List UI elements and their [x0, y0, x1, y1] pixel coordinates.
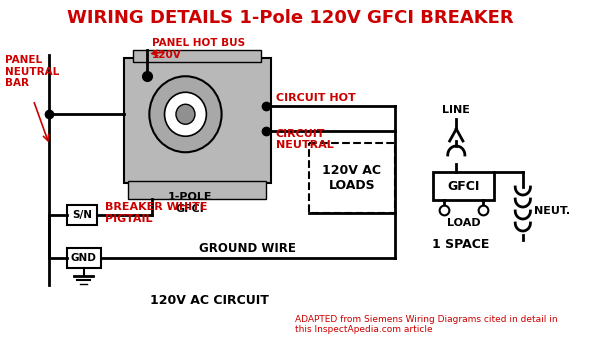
Circle shape — [165, 92, 206, 136]
Text: LOAD: LOAD — [447, 218, 480, 228]
Text: LINE: LINE — [442, 105, 470, 115]
Text: GROUND WIRE: GROUND WIRE — [199, 242, 296, 255]
Text: CIRCUIT
NEUTRAL: CIRCUIT NEUTRAL — [276, 129, 334, 150]
Text: GFCI: GFCI — [447, 180, 479, 192]
Bar — [432, 172, 494, 200]
Bar — [309, 142, 395, 212]
Text: CIRCUIT HOT: CIRCUIT HOT — [276, 92, 356, 102]
Circle shape — [149, 76, 221, 152]
Text: ADAPTED from Siemens Wiring Diagrams cited in detail in
this InspectApedia.com a: ADAPTED from Siemens Wiring Diagrams cit… — [295, 315, 558, 335]
Circle shape — [176, 104, 195, 124]
Text: 120V AC CIRCUIT: 120V AC CIRCUIT — [149, 293, 268, 307]
Bar — [66, 205, 97, 225]
Text: PANEL
NEUTRAL
BAR: PANEL NEUTRAL BAR — [5, 55, 59, 88]
Text: GND: GND — [71, 253, 96, 263]
Text: PANEL HOT BUS
120V: PANEL HOT BUS 120V — [152, 38, 245, 60]
Bar — [124, 58, 271, 183]
Text: NEUT.: NEUT. — [534, 206, 570, 216]
Bar — [66, 248, 101, 268]
Text: WIRING DETAILS 1-Pole 120V GFCI BREAKER: WIRING DETAILS 1-Pole 120V GFCI BREAKER — [66, 9, 513, 27]
Text: 120V AC
LOADS: 120V AC LOADS — [322, 164, 381, 191]
Text: S/N: S/N — [72, 210, 91, 220]
Bar — [128, 181, 266, 199]
Text: BREAKER WHITE
PIGTAIL: BREAKER WHITE PIGTAIL — [104, 202, 207, 224]
Text: 1 SPACE: 1 SPACE — [432, 238, 490, 251]
Bar — [133, 50, 262, 62]
Text: 1-POLE
GFCI: 1-POLE GFCI — [168, 192, 212, 214]
